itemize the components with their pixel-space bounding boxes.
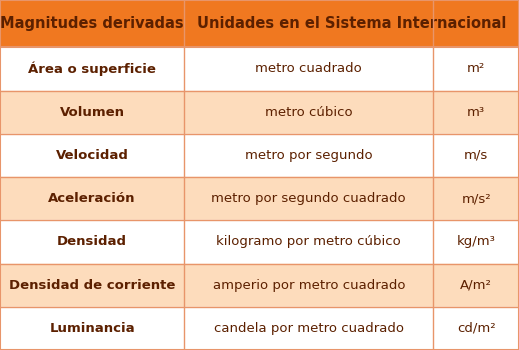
Bar: [0, 264, 519, 307]
Text: Área o superficie: Área o superficie: [28, 62, 156, 76]
Text: Luminancia: Luminancia: [49, 322, 135, 335]
Text: m/s: m/s: [464, 149, 488, 162]
Text: Densidad de corriente: Densidad de corriente: [9, 279, 175, 292]
Bar: [0, 134, 519, 177]
Text: Volumen: Volumen: [60, 106, 125, 119]
Text: metro por segundo cuadrado: metro por segundo cuadrado: [212, 192, 406, 205]
Text: metro cuadrado: metro cuadrado: [255, 62, 362, 75]
Text: kg/m³: kg/m³: [457, 236, 496, 248]
Text: metro cúbico: metro cúbico: [265, 106, 352, 119]
Bar: [0, 220, 519, 264]
Text: m²: m²: [467, 62, 485, 75]
Text: m/s²: m/s²: [461, 192, 491, 205]
Bar: [0, 307, 519, 350]
Text: m³: m³: [467, 106, 485, 119]
Bar: [0, 177, 519, 220]
Text: candela por metro cuadrado: candela por metro cuadrado: [214, 322, 404, 335]
Text: metro por segundo: metro por segundo: [245, 149, 373, 162]
Text: Aceleración: Aceleración: [48, 192, 136, 205]
Text: A/m²: A/m²: [460, 279, 492, 292]
Text: Unidades en el Sistema Internacional: Unidades en el Sistema Internacional: [197, 16, 507, 31]
Text: kilogramo por metro cúbico: kilogramo por metro cúbico: [216, 236, 401, 248]
Text: Magnitudes derivadas: Magnitudes derivadas: [1, 16, 184, 31]
Text: cd/m²: cd/m²: [457, 322, 496, 335]
Bar: [0, 47, 519, 91]
Text: amperio por metro cuadrado: amperio por metro cuadrado: [213, 279, 405, 292]
Bar: [0, 0, 519, 47]
Text: Velocidad: Velocidad: [56, 149, 129, 162]
Bar: [0, 91, 519, 134]
Text: Densidad: Densidad: [57, 236, 127, 248]
